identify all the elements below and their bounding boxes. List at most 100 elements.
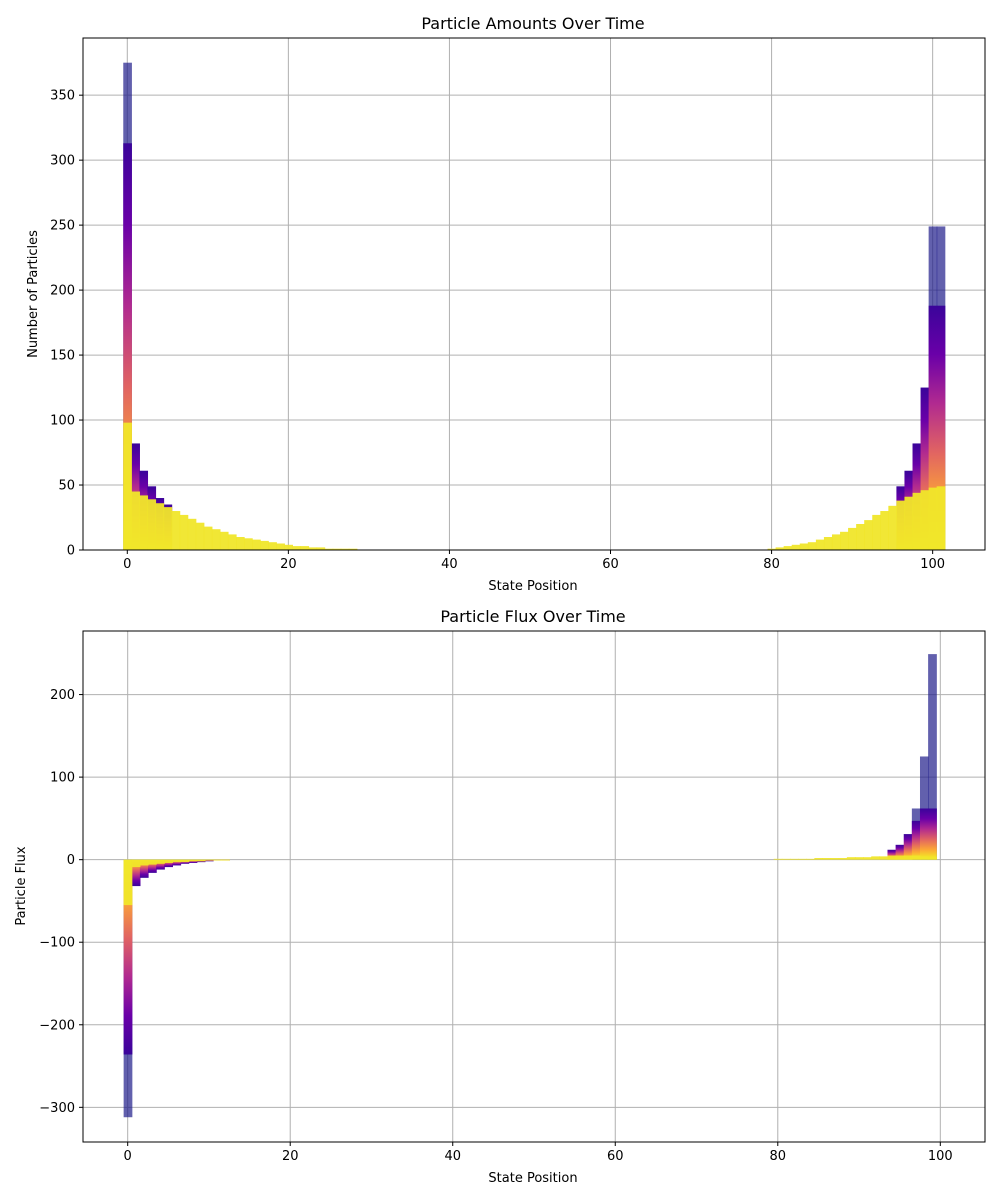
amounts-bar-late (244, 538, 253, 550)
flux-bar-late (830, 858, 840, 860)
flux-bar-mid (156, 859, 165, 870)
flux-bar-late (822, 858, 832, 860)
flux-bar-late (887, 855, 897, 860)
flux-bar-late (781, 858, 791, 860)
amounts-x-tick-label: 0 (123, 557, 131, 572)
flux-bar-mid (164, 859, 173, 868)
flux-bar-late (919, 856, 929, 860)
amounts-bar-late (236, 537, 245, 550)
flux-bar-early (919, 756, 929, 860)
amounts-bar-late (340, 548, 350, 550)
flux-bar-late (871, 856, 880, 860)
flux-bar-mid (148, 859, 157, 873)
flux-bar-late (180, 859, 190, 863)
amounts-bar-late (856, 524, 865, 550)
amounts-bar-late (783, 546, 793, 550)
amounts-bar-late (904, 496, 914, 550)
amounts-bar-late (332, 548, 342, 550)
amounts-bar-late (227, 534, 237, 550)
amounts-bar-late (268, 542, 277, 550)
flux-bar-mid (928, 808, 937, 860)
amounts-x-axis-label: State Position (488, 579, 577, 594)
amounts-bar-late (896, 500, 906, 550)
flux-bar-late (846, 857, 856, 860)
flux-bar-late (204, 859, 214, 861)
flux-bar-late (798, 858, 807, 860)
flux-bar-late (148, 859, 157, 865)
amounts-bar-late (920, 490, 930, 550)
flux-bar-late (188, 859, 198, 862)
flux-bar-late (879, 856, 889, 860)
flux-y-tick-label: 100 (50, 771, 75, 786)
flux-bar-late (814, 858, 824, 860)
amounts-bar-late (888, 505, 898, 550)
flux-x-tick-label: 100 (928, 1149, 953, 1164)
amounts-x-tick-label: 40 (441, 557, 458, 572)
amounts-y-tick-label: 350 (50, 89, 75, 104)
amounts-bar-late (912, 492, 922, 550)
flux-bar-late (221, 859, 230, 861)
amounts-bar-mid (920, 387, 930, 550)
amounts-y-tick-label: 50 (58, 479, 75, 494)
amounts-bar-late (195, 522, 205, 550)
amounts-x-tick-label: 80 (763, 557, 780, 572)
amounts-bar-late (292, 546, 302, 550)
amounts-chart: Particle Amounts Over Time State Positio… (26, 14, 986, 594)
amounts-bar-late (219, 531, 229, 550)
amounts-bar-late (300, 546, 310, 550)
amounts-bar-late (928, 487, 938, 550)
flux-bar-mid (895, 844, 905, 860)
amounts-bar-late (316, 547, 326, 550)
flux-x-tick-label: 20 (282, 1149, 299, 1164)
flux-y-tick-label: 0 (67, 853, 75, 868)
flux-bar-mid (903, 834, 913, 860)
flux-bar-late (928, 857, 937, 860)
amounts-bar-late (831, 534, 841, 550)
flux-bar-mid (123, 859, 133, 1055)
amounts-bar-late (840, 531, 849, 550)
amounts-bar-late (260, 540, 269, 550)
amounts-y-tick-label: 100 (50, 414, 75, 429)
flux-bar-mid (131, 859, 141, 887)
amounts-bar-late (252, 539, 261, 550)
flux-x-tick-label: 40 (444, 1149, 461, 1164)
amounts-bar-late (139, 495, 149, 550)
flux-bar-late (863, 857, 872, 860)
flux-y-tick-label: −300 (39, 1101, 75, 1116)
flux-y-tick-label: −100 (39, 936, 75, 951)
amounts-bar-late (171, 511, 181, 550)
amounts-y-tick-label: 300 (50, 154, 75, 169)
amounts-bar-late (767, 548, 777, 550)
amounts-bar-mid (936, 305, 946, 550)
flux-bar-mid (911, 820, 921, 860)
amounts-bar-late (131, 491, 140, 550)
amounts-bar-late (775, 547, 785, 550)
amounts-x-tick-label: 60 (602, 557, 619, 572)
flux-bar-mid (139, 859, 149, 878)
flux-y-tick-label: 200 (50, 688, 75, 703)
flux-x-tick-label: 60 (607, 1149, 624, 1164)
flux-bar-late (773, 858, 783, 860)
flux-chart: Particle Flux Over Time State Position P… (14, 607, 986, 1186)
amounts-bar-late (807, 542, 817, 550)
flux-bar-mid (919, 808, 929, 860)
amounts-bar-late (203, 526, 213, 550)
flux-bar-late (164, 859, 173, 863)
amounts-bar-mid (123, 143, 132, 550)
amounts-y-tick-label: 200 (50, 284, 75, 299)
amounts-bar-late (799, 543, 809, 550)
amounts-bar-late (308, 547, 318, 550)
flux-bar-late (903, 855, 913, 860)
flux-x-tick-label: 80 (770, 1149, 787, 1164)
amounts-bar-late (864, 520, 873, 550)
amounts-bar-late (284, 544, 293, 550)
amounts-bar-late (211, 529, 221, 550)
amounts-plot-frame (82, 37, 986, 551)
flux-plot-frame (82, 630, 986, 1143)
flux-x-tick-label: 0 (124, 1149, 132, 1164)
flux-bar-late (789, 858, 799, 860)
amounts-y-tick-label: 0 (67, 544, 75, 559)
flux-bar-late (213, 859, 222, 861)
flux-bar-late (172, 859, 182, 863)
amounts-x-tick-label: 20 (280, 557, 297, 572)
